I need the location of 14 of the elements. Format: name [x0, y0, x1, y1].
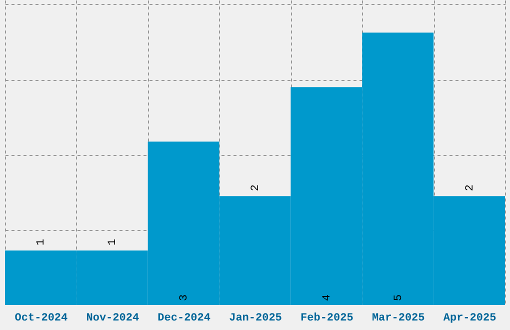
- data-label: 4: [321, 294, 334, 301]
- x-tick-label: Dec-2024: [158, 312, 211, 324]
- data-label: 1: [36, 238, 48, 246]
- x-tick-label: Oct-2024: [14, 312, 68, 324]
- x-tick-label: Feb-2025: [300, 312, 354, 324]
- data-label: 1: [107, 238, 120, 246]
- data-label: 2: [250, 184, 262, 192]
- data-label: 2: [464, 184, 476, 192]
- data-label: 3: [178, 294, 191, 301]
- x-tick-label: Mar-2025: [372, 312, 426, 324]
- x-tick-label: Apr-2025: [443, 312, 497, 324]
- x-tick-label: Nov-2024: [86, 312, 140, 324]
- data-label: 5: [392, 294, 405, 301]
- x-tick-label: Jan-2025: [229, 312, 282, 324]
